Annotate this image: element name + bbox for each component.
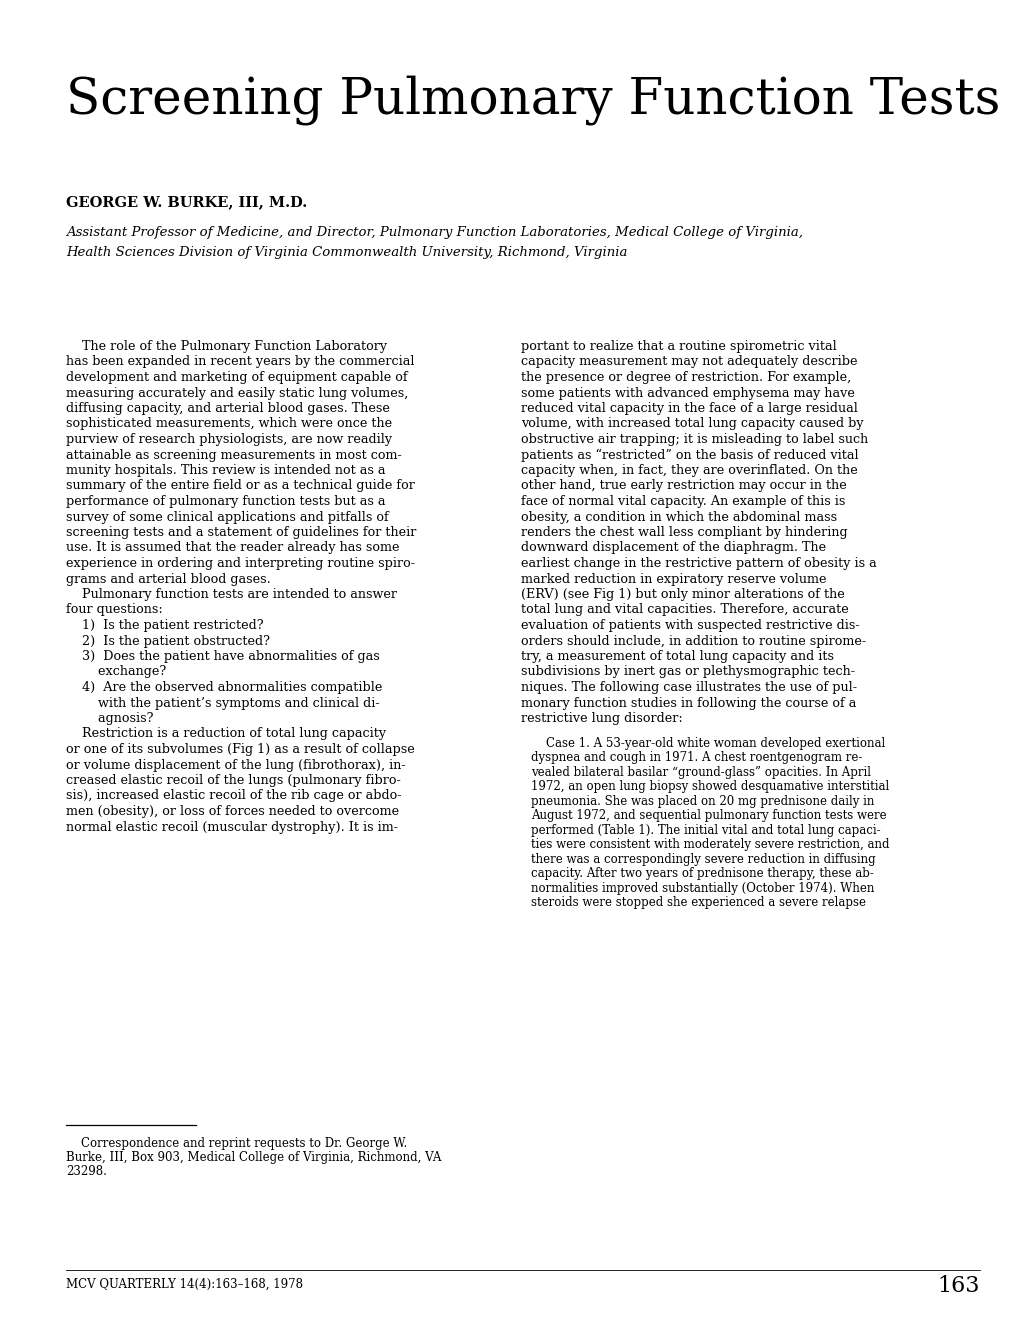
Text: has been expanded in recent years by the commercial: has been expanded in recent years by the… [66,356,414,368]
Text: (ERV) (see Fig 1) but only minor alterations of the: (ERV) (see Fig 1) but only minor alterat… [521,588,844,601]
Text: dyspnea and cough in 1971. A chest roentgenogram re-: dyspnea and cough in 1971. A chest roent… [531,752,861,764]
Text: development and marketing of equipment capable of: development and marketing of equipment c… [66,371,408,384]
Text: earliest change in the restrictive pattern of obesity is a: earliest change in the restrictive patte… [521,557,876,570]
Text: marked reduction in expiratory reserve volume: marked reduction in expiratory reserve v… [521,572,825,586]
Text: performance of pulmonary function tests but as a: performance of pulmonary function tests … [66,495,385,508]
Text: orders should include, in addition to routine spirome-: orders should include, in addition to ro… [521,634,865,648]
Text: Screening Pulmonary Function Tests: Screening Pulmonary Function Tests [66,75,1000,125]
Text: 163: 163 [936,1275,979,1297]
Text: vealed bilateral basilar “ground-glass” opacities. In April: vealed bilateral basilar “ground-glass” … [531,766,870,778]
Text: the presence or degree of restriction. For example,: the presence or degree of restriction. F… [521,371,851,384]
Text: The role of the Pulmonary Function Laboratory: The role of the Pulmonary Function Labor… [66,340,387,353]
Text: obesity, a condition in which the abdominal mass: obesity, a condition in which the abdomi… [521,510,837,524]
Text: capacity. After two years of prednisone therapy, these ab-: capacity. After two years of prednisone … [531,868,873,880]
Text: obstructive air trapping; it is misleading to label such: obstructive air trapping; it is misleadi… [521,433,867,446]
Text: some patients with advanced emphysema may have: some patients with advanced emphysema ma… [521,386,854,400]
Text: GEORGE W. BURKE, III, M.D.: GEORGE W. BURKE, III, M.D. [66,195,307,208]
Text: portant to realize that a routine spirometric vital: portant to realize that a routine spirom… [521,340,836,353]
Text: Burke, III, Box 903, Medical College of Virginia, Richmond, VA: Burke, III, Box 903, Medical College of … [66,1151,441,1163]
Text: agnosis?: agnosis? [66,712,153,725]
Text: niques. The following case illustrates the use of pul-: niques. The following case illustrates t… [521,681,856,694]
Text: normalities improved substantially (October 1974). When: normalities improved substantially (Octo… [531,882,873,894]
Text: 1)  Is the patient restricted?: 1) Is the patient restricted? [66,619,263,632]
Text: face of normal vital capacity. An example of this is: face of normal vital capacity. An exampl… [521,495,845,508]
Text: capacity measurement may not adequately describe: capacity measurement may not adequately … [521,356,857,368]
Text: restrictive lung disorder:: restrictive lung disorder: [521,712,682,725]
Text: Assistant Professor of Medicine, and Director, Pulmonary Function Laboratories, : Assistant Professor of Medicine, and Dir… [66,226,802,239]
Text: Correspondence and reprint requests to Dr. George W.: Correspondence and reprint requests to D… [66,1137,407,1150]
Text: or volume displacement of the lung (fibrothorax), in-: or volume displacement of the lung (fibr… [66,758,406,772]
Text: Restriction is a reduction of total lung capacity: Restriction is a reduction of total lung… [66,728,386,740]
Text: August 1972, and sequential pulmonary function tests were: August 1972, and sequential pulmonary fu… [531,810,886,822]
Text: evaluation of patients with suspected restrictive dis-: evaluation of patients with suspected re… [521,619,859,632]
Text: ties were consistent with moderately severe restriction, and: ties were consistent with moderately sev… [531,839,889,851]
Text: total lung and vital capacities. Therefore, accurate: total lung and vital capacities. Therefo… [521,604,848,616]
Text: Case 1. A 53-year-old white woman developed exertional: Case 1. A 53-year-old white woman develo… [531,737,884,749]
Text: Health Sciences Division of Virginia Commonwealth University, Richmond, Virginia: Health Sciences Division of Virginia Com… [66,247,627,259]
Text: other hand, true early restriction may occur in the: other hand, true early restriction may o… [521,480,846,492]
Text: attainable as screening measurements in most com-: attainable as screening measurements in … [66,448,401,462]
Text: patients as “restricted” on the basis of reduced vital: patients as “restricted” on the basis of… [521,448,858,462]
Text: 3)  Does the patient have abnormalities of gas: 3) Does the patient have abnormalities o… [66,650,379,663]
Text: survey of some clinical applications and pitfalls of: survey of some clinical applications and… [66,510,388,524]
Text: creased elastic recoil of the lungs (pulmonary fibro-: creased elastic recoil of the lungs (pul… [66,774,400,787]
Text: normal elastic recoil (muscular dystrophy). It is im-: normal elastic recoil (muscular dystroph… [66,820,397,834]
Text: screening tests and a statement of guidelines for their: screening tests and a statement of guide… [66,526,416,539]
Text: sophisticated measurements, which were once the: sophisticated measurements, which were o… [66,418,391,430]
Text: reduced vital capacity in the face of a large residual: reduced vital capacity in the face of a … [521,402,857,415]
Text: there was a correspondingly severe reduction in diffusing: there was a correspondingly severe reduc… [531,853,874,865]
Text: diffusing capacity, and arterial blood gases. These: diffusing capacity, and arterial blood g… [66,402,389,415]
Text: with the patient’s symptoms and clinical di-: with the patient’s symptoms and clinical… [66,696,379,710]
Text: men (obesity), or loss of forces needed to overcome: men (obesity), or loss of forces needed … [66,805,398,818]
Text: renders the chest wall less compliant by hindering: renders the chest wall less compliant by… [521,526,847,539]
Text: sis), increased elastic recoil of the rib cage or abdo-: sis), increased elastic recoil of the ri… [66,790,401,802]
Text: grams and arterial blood gases.: grams and arterial blood gases. [66,572,270,586]
Text: exchange?: exchange? [66,666,166,678]
Text: four questions:: four questions: [66,604,163,616]
Text: 1972, an open lung biopsy showed desquamative interstitial: 1972, an open lung biopsy showed desquam… [531,781,889,793]
Text: use. It is assumed that the reader already has some: use. It is assumed that the reader alrea… [66,542,399,554]
Text: monary function studies in following the course of a: monary function studies in following the… [521,696,856,710]
Text: or one of its subvolumes (Fig 1) as a result of collapse: or one of its subvolumes (Fig 1) as a re… [66,743,415,756]
Text: MCV QUARTERLY 14(4):163–168, 1978: MCV QUARTERLY 14(4):163–168, 1978 [66,1278,303,1291]
Text: subdivisions by inert gas or plethysmographic tech-: subdivisions by inert gas or plethysmogr… [521,666,854,678]
Text: summary of the entire field or as a technical guide for: summary of the entire field or as a tech… [66,480,415,492]
Text: capacity when, in fact, they are overinflated. On the: capacity when, in fact, they are overinf… [521,464,857,477]
Text: 4)  Are the observed abnormalities compatible: 4) Are the observed abnormalities compat… [66,681,382,694]
Text: downward displacement of the diaphragm. The: downward displacement of the diaphragm. … [521,542,825,554]
Text: measuring accurately and easily static lung volumes,: measuring accurately and easily static l… [66,386,408,400]
Text: munity hospitals. This review is intended not as a: munity hospitals. This review is intende… [66,464,385,477]
Text: performed (Table 1). The initial vital and total lung capaci-: performed (Table 1). The initial vital a… [531,824,879,836]
Text: volume, with increased total lung capacity caused by: volume, with increased total lung capaci… [521,418,863,430]
Text: pneumonia. She was placed on 20 mg prednisone daily in: pneumonia. She was placed on 20 mg predn… [531,795,873,807]
Text: 23298.: 23298. [66,1165,107,1178]
Text: 2)  Is the patient obstructed?: 2) Is the patient obstructed? [66,634,270,648]
Text: experience in ordering and interpreting routine spiro-: experience in ordering and interpreting … [66,557,415,570]
Text: Pulmonary function tests are intended to answer: Pulmonary function tests are intended to… [66,588,396,601]
Text: steroids were stopped she experienced a severe relapse: steroids were stopped she experienced a … [531,897,865,909]
Text: try, a measurement of total lung capacity and its: try, a measurement of total lung capacit… [521,650,834,663]
Text: purview of research physiologists, are now readily: purview of research physiologists, are n… [66,433,391,446]
